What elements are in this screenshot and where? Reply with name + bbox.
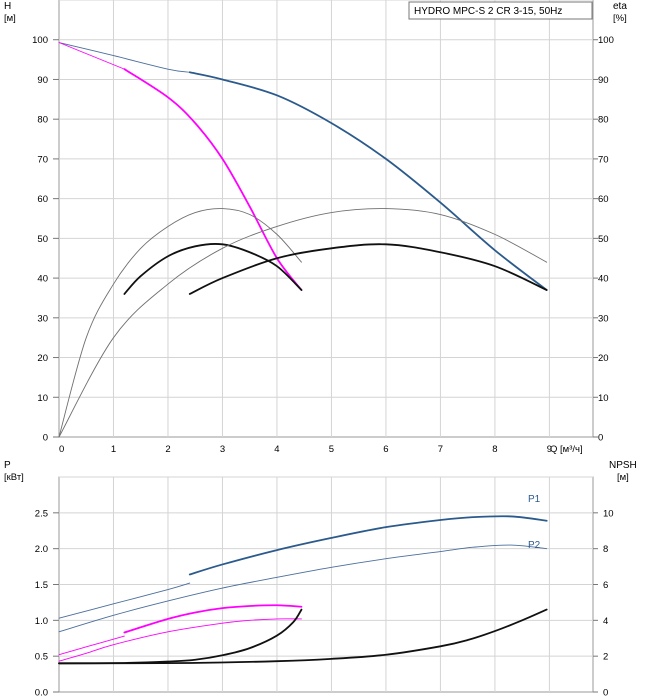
power-left-tick-label: 1.5: [35, 580, 48, 591]
head-tick-labels: 0 1 2 3 4 5 6 7 8 9010203040506070809010001020304…: [32, 35, 614, 455]
power-series-p1-1-pump-3: [58, 635, 125, 656]
power-right-tick-label: 2: [603, 652, 608, 663]
power-right-tick-label: 10: [603, 508, 614, 519]
x-axis-label: Q [м³/ч]: [550, 444, 583, 455]
series-label-p2: P2: [528, 540, 541, 551]
power-axis-unit: [кВт]: [4, 472, 24, 483]
power-series-p2-2: [58, 544, 548, 633]
head-plot-frame: [58, 0, 594, 438]
title-box: [408, 1, 593, 20]
head-series-eta-2-pumps-duty-7: [188, 243, 548, 295]
head-series-h-2-pumps-1: [188, 71, 548, 291]
chart-title: HYDRO MPC-S 2 CR 3-15, 50Hz: [414, 6, 562, 17]
x-tick-label: 4: [274, 444, 279, 455]
head-right-tick-label: 60: [598, 194, 609, 205]
head-left-tick-label: 30: [37, 313, 48, 324]
power-right-tick-label: 8: [603, 544, 608, 555]
power-grid: [59, 476, 593, 692]
power-left-tick-label: 0.5: [35, 652, 48, 663]
x-tick-label: 2: [165, 444, 170, 455]
eta-axis-title: eta: [613, 1, 627, 12]
head-efficiency-panel: 0 1 2 3 4 5 6 7 8 9010203040506070809010001020304…: [4, 0, 627, 455]
x-tick-label: 5: [329, 444, 334, 455]
head-axis-title: H: [4, 1, 11, 12]
power-left-tick-label: 2.5: [35, 508, 48, 519]
power-npsh-panel: 0.0 0.5 1.0 1.5 2.0 2.5 0 2 4 6 8 10 P [кВт] NPSH […: [4, 460, 637, 699]
power-left-tick-label: 1.0: [35, 616, 48, 627]
npsh-axis-unit: [м]: [617, 472, 629, 483]
head-left-tick-label: 10: [37, 393, 48, 404]
x-tick-label: 6: [383, 444, 388, 455]
power-series-npsh-2-pumps-7: [58, 608, 548, 665]
head-left-tick-label: 20: [37, 353, 48, 364]
head-series-eta-1-pump-duty-5: [123, 243, 303, 295]
power-right-tick-label: 6: [603, 580, 608, 591]
head-left-tick-label: 70: [37, 154, 48, 165]
head-right-tick-label: 40: [598, 274, 609, 285]
x-tick-label: 9: [547, 444, 552, 455]
power-series-p1-0: [58, 582, 191, 619]
x-tick-label: 0: [59, 444, 64, 455]
power-axis-title: P: [4, 460, 11, 471]
head-left-tick-label: 40: [37, 274, 48, 285]
head-left-tick-label: 50: [37, 234, 48, 245]
power-series-npsh-1-pump-6: [58, 608, 303, 665]
head-right-tick-label: 90: [598, 75, 609, 86]
head-series-eta-1-pump-4: [58, 208, 302, 438]
head-series-h-1-pump-3: [123, 68, 303, 291]
head-right-tick-label: 30: [598, 313, 609, 324]
head-left-tick-label: 60: [37, 194, 48, 205]
series-label-p1: P1: [528, 494, 541, 505]
head-right-tick-label: 10: [598, 393, 609, 404]
head-right-tick-label: 0: [598, 433, 603, 444]
power-series-p1-1-pump-4: [123, 604, 303, 634]
power-left-tick-label: 2.0: [35, 544, 48, 555]
head-series-eta-2-pumps-6: [58, 208, 548, 438]
head-left-tick-label: 100: [32, 35, 48, 46]
head-grid: [59, 0, 593, 437]
head-series-h-1-pump-thin-0: [58, 42, 191, 73]
npsh-axis-title: NPSH: [609, 460, 637, 471]
power-tick-labels: 0.0 0.5 1.0 1.5 2.0 2.5 0 2 4 6 8 10: [35, 508, 614, 698]
power-left-tick-label: 0.0: [35, 688, 48, 699]
head-left-tick-label: 80: [37, 115, 48, 126]
power-right-tick-label: 0: [603, 688, 608, 699]
eta-axis-unit: [%]: [613, 13, 627, 24]
head-series-h-1-pump-2: [58, 42, 125, 70]
x-tick-label: 1: [111, 444, 116, 455]
power-right-tick-label: 4: [603, 616, 608, 627]
x-tick-label: 8: [492, 444, 497, 455]
head-series: [58, 42, 548, 438]
head-right-tick-label: 100: [598, 35, 614, 46]
x-tick-label: 3: [220, 444, 225, 455]
power-series: [58, 515, 548, 665]
head-right-tick-label: 70: [598, 154, 609, 165]
x-tick-label: 7: [438, 444, 443, 455]
power-series-p2-1-pump-5: [58, 618, 302, 662]
head-right-tick-label: 50: [598, 234, 609, 245]
head-left-tick-label: 90: [37, 75, 48, 86]
head-left-tick-label: 0: [43, 433, 48, 444]
head-right-tick-label: 20: [598, 353, 609, 364]
head-axis-unit: [м]: [4, 13, 16, 24]
power-series-p1-1: [188, 515, 548, 576]
head-right-tick-label: 80: [598, 115, 609, 126]
